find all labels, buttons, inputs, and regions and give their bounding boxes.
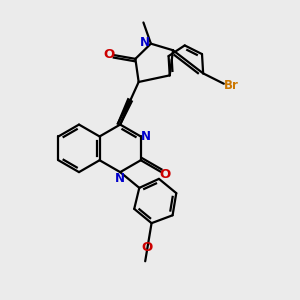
Text: O: O: [142, 242, 153, 254]
Text: N: N: [140, 35, 150, 49]
Text: Br: Br: [224, 79, 239, 92]
Text: N: N: [141, 130, 151, 143]
Text: N: N: [115, 172, 125, 185]
Text: O: O: [159, 168, 170, 181]
Text: O: O: [103, 48, 115, 61]
